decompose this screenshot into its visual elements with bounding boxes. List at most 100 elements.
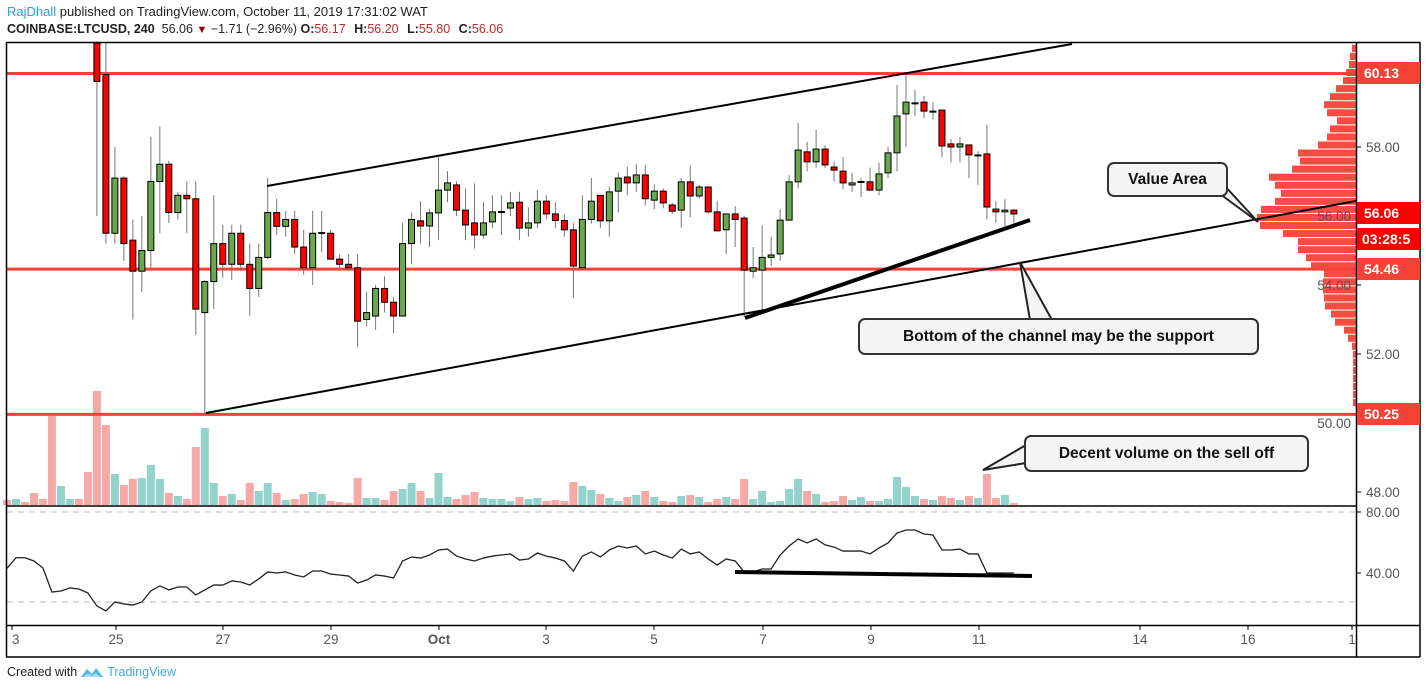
- volume-bar: [308, 492, 317, 505]
- candle-up: [318, 232, 326, 235]
- volume-bar: [875, 501, 884, 505]
- horizontal-levels[interactable]: [7, 72, 1356, 416]
- volume-bar: [946, 498, 955, 505]
- candle-down: [839, 170, 847, 184]
- volume-bar: [281, 500, 290, 505]
- time-tick-label: 16: [1240, 632, 1255, 647]
- volume-profile-row: [1348, 334, 1356, 342]
- bar-countdown-badge: 03:28:5: [1357, 228, 1420, 250]
- volume-profile-row: [1331, 310, 1356, 318]
- volume-bar: [677, 496, 686, 505]
- candle-down: [165, 163, 173, 214]
- tradingview-brand-link[interactable]: TradingView: [107, 665, 176, 679]
- low-value: 55.80: [418, 22, 451, 36]
- volume-bar: [200, 428, 209, 505]
- candle-down: [461, 209, 469, 226]
- volume-bar: [272, 493, 281, 505]
- candle-up: [399, 243, 407, 317]
- volume-bar: [713, 499, 722, 505]
- volume-bar: [569, 482, 578, 505]
- resistance-price-badge: 60.13: [1357, 62, 1420, 84]
- candle-up: [785, 181, 793, 221]
- volume-bar: [551, 500, 560, 505]
- candle-down: [560, 219, 568, 231]
- candle-down: [920, 101, 928, 112]
- candle-down: [219, 243, 227, 265]
- candle-up: [578, 218, 586, 269]
- time-tick-label: 3: [12, 632, 20, 647]
- volume-profile-row: [1344, 326, 1356, 334]
- volume-bar: [973, 498, 982, 505]
- volume-bar: [821, 502, 830, 505]
- volume-note-callout[interactable]: Decent volume on the sell off: [1024, 435, 1309, 472]
- volume-profile-row: [1269, 173, 1356, 181]
- price-tick-label: 56.00: [1317, 209, 1351, 224]
- volume-profile-row: [1349, 60, 1356, 69]
- candle-up: [363, 312, 371, 321]
- candle-down: [327, 232, 335, 260]
- volume-bar: [407, 483, 416, 505]
- axes[interactable]: 58.00 56.00 54.00 52.00 50.00 48.00 80.00 40.00…: [11, 140, 1400, 647]
- candle-up: [533, 200, 541, 224]
- volume-bar: [101, 425, 110, 505]
- footer: Created with TradingView: [7, 665, 176, 679]
- volume-bar: [353, 478, 362, 505]
- candle-down: [821, 148, 829, 166]
- volume-bar: [263, 483, 272, 505]
- volume-profile: [1257, 44, 1356, 407]
- channel-top-line[interactable]: [266, 43, 1073, 187]
- time-tick-label: 27: [215, 632, 230, 647]
- candles: [93, 42, 1018, 415]
- volume-bar: [1009, 503, 1018, 505]
- support-trendline[interactable]: [744, 218, 1031, 320]
- volume-bar: [56, 486, 65, 505]
- volume-bar: [758, 491, 767, 505]
- volume-bar: [335, 502, 344, 505]
- volume-profile-row: [1298, 238, 1356, 246]
- candle-down: [686, 181, 694, 197]
- volume-profile-row: [1298, 246, 1356, 254]
- volume-profile-row: [1337, 117, 1356, 125]
- time-tick-label: 5: [650, 632, 658, 647]
- candle-down: [740, 217, 748, 271]
- rsi-support-line[interactable]: [734, 570, 1033, 578]
- channel-support-callout[interactable]: Bottom of the channel may be the support: [858, 318, 1259, 355]
- volume-bar: [812, 494, 821, 505]
- volume-profile-row: [1330, 93, 1356, 101]
- value-area-callout[interactable]: Value Area: [1107, 162, 1228, 197]
- candle-down: [120, 177, 128, 245]
- volume-profile-row: [1298, 149, 1356, 157]
- open-value: 56.17: [314, 22, 346, 36]
- volume-bar: [83, 472, 92, 505]
- volume-bar: [767, 502, 776, 505]
- candle-down: [830, 166, 838, 171]
- time-tick-label: 3: [542, 632, 550, 647]
- candle-down: [569, 229, 577, 267]
- value-area-text: Value Area: [1128, 170, 1207, 188]
- volume-bar: [317, 494, 326, 505]
- candle-up: [479, 222, 487, 236]
- close-value: 56.06: [471, 22, 504, 36]
- volume-profile-row: [1275, 181, 1356, 189]
- candle-down: [731, 213, 739, 220]
- volume-bar: [533, 498, 542, 505]
- candle-down: [453, 184, 460, 211]
- candle-down: [992, 208, 1000, 213]
- volume-profile-row: [1330, 125, 1356, 133]
- symbol-label: COINBASE:LTCUSD, 240: [7, 22, 155, 36]
- candle-down: [713, 211, 721, 232]
- low-label: L:: [407, 22, 419, 36]
- volume-bar: [488, 499, 497, 505]
- author-link[interactable]: RajDhall: [7, 4, 57, 19]
- volume-bar: [964, 496, 973, 505]
- volume-profile-row: [1353, 391, 1356, 399]
- current-price-badge: 56.06: [1357, 202, 1420, 224]
- volume-bar: [524, 499, 533, 505]
- volume-profile-row: [1325, 302, 1356, 310]
- volume-bar: [910, 496, 919, 505]
- volume-bar: [209, 483, 218, 505]
- volume-bars: [3, 391, 1018, 505]
- volume-bar: [623, 497, 632, 505]
- candle-up: [372, 287, 380, 317]
